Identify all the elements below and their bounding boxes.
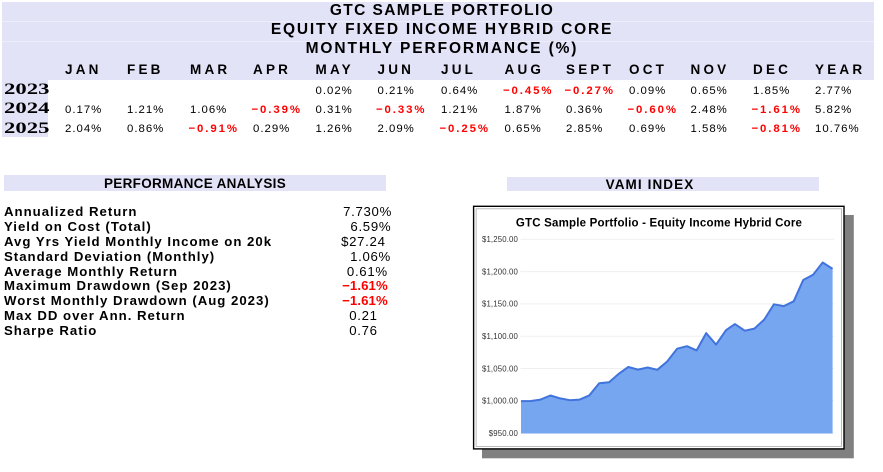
svg-text:$1,100.00: $1,100.00 — [482, 332, 519, 341]
svg-text:$1,250.00: $1,250.00 — [482, 235, 519, 244]
svg-text:$1,200.00: $1,200.00 — [482, 267, 519, 276]
svg-text:GTC Sample Portfolio - Equity: GTC Sample Portfolio - Equity Income Hyb… — [516, 217, 802, 229]
svg-text:$950.00: $950.00 — [489, 429, 519, 438]
svg-text:$1,050.00: $1,050.00 — [482, 364, 519, 373]
svg-text:$1,150.00: $1,150.00 — [482, 300, 519, 309]
svg-text:$1,000.00: $1,000.00 — [482, 397, 519, 406]
